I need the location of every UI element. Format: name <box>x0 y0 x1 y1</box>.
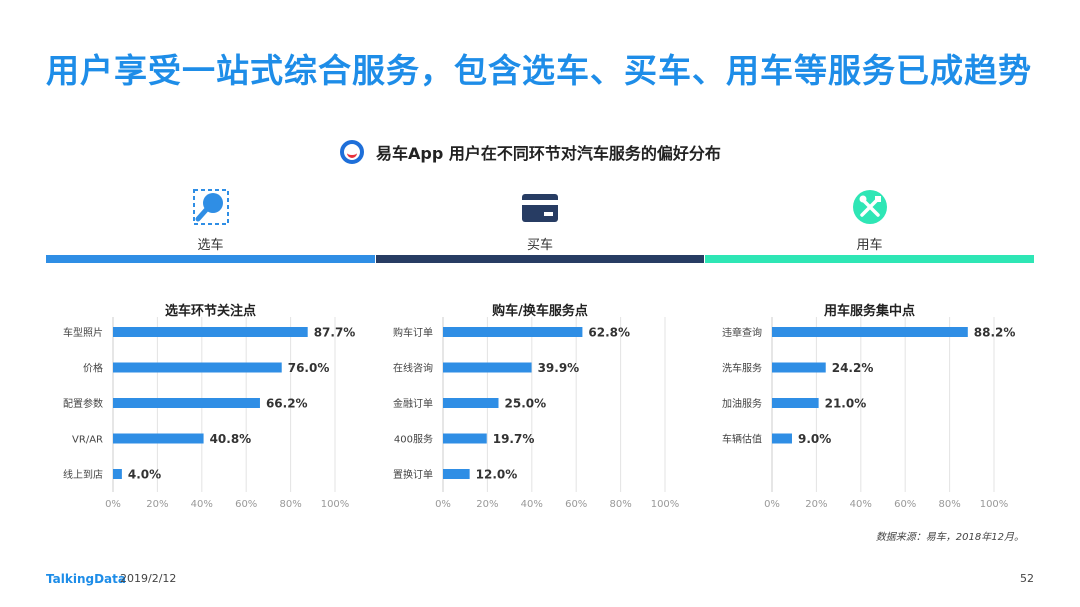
x-tick-label: 40% <box>191 499 213 510</box>
section-bar <box>46 255 375 263</box>
chart-plot: 0% 20% 40% 60% 80% 100% 车型照片 87.7% 价格 76.0% 配置参数 66… <box>63 317 356 510</box>
bar <box>772 398 819 408</box>
value-label: 62.8% <box>588 326 630 340</box>
section-buy-car: 买车 <box>376 182 704 267</box>
x-tick-label: 100% <box>980 499 1009 510</box>
bar <box>113 398 260 408</box>
category-label: 在线咨询 <box>393 362 433 375</box>
value-label: 19.7% <box>493 432 535 446</box>
category-label: 洗车服务 <box>722 362 762 375</box>
category-label: 配置参数 <box>63 397 103 410</box>
chart-title: 购车/换车服务点 <box>492 304 588 319</box>
value-label: 24.2% <box>832 361 874 375</box>
value-label: 21.0% <box>825 397 867 411</box>
bar <box>113 433 204 444</box>
bar <box>443 327 583 337</box>
value-label: 88.2% <box>974 326 1016 340</box>
chart-title: 选车环节关注点 <box>164 304 256 319</box>
category-label: 金融订单 <box>393 397 433 410</box>
yiche-logo-icon <box>340 140 364 164</box>
chart-select-car: 选车环节关注点 0% 20% 40% 60% 80% 100% 车型照片 87.7% 价格 76.… <box>46 292 375 522</box>
x-tick-label: 20% <box>476 499 498 510</box>
section-label: 选车 <box>197 238 224 253</box>
value-label: 40.8% <box>210 432 252 446</box>
bar <box>443 362 532 373</box>
x-tick-label: 100% <box>321 499 350 510</box>
value-label: 87.7% <box>314 326 356 340</box>
chart-title: 用车服务集中点 <box>823 304 915 319</box>
section-label: 用车 <box>856 238 883 253</box>
tools-icon <box>851 188 889 230</box>
chart-plot: 0% 20% 40% 60% 80% 100% 购车订单 62.8% 在线咨询 39.9% 金融订单… <box>393 317 680 510</box>
page-title: 用户享受一站式综合服务，包含选车、买车、用车等服务已成趋势 <box>46 51 1032 90</box>
card-icon <box>520 188 560 230</box>
x-tick-label: 60% <box>894 499 916 510</box>
value-label: 12.0% <box>476 468 518 482</box>
category-label: 400服务 <box>394 433 433 446</box>
value-label: 39.9% <box>538 361 580 375</box>
category-label: 车型照片 <box>63 326 103 339</box>
value-label: 25.0% <box>505 397 547 411</box>
category-label: 车辆估值 <box>722 433 762 446</box>
value-label: 4.0% <box>128 468 161 482</box>
x-tick-label: 0% <box>435 499 451 510</box>
x-tick-label: 100% <box>651 499 680 510</box>
x-tick-label: 20% <box>146 499 168 510</box>
chart-plot: 0% 20% 40% 60% 80% 100% 违章查询 88.2% 洗车服务 24.2% 加油服务… <box>722 317 1016 510</box>
section-label: 买车 <box>526 238 553 253</box>
bar <box>443 398 499 408</box>
page-number: 52 <box>1020 572 1034 585</box>
x-tick-label: 80% <box>938 499 960 510</box>
section-select-car: 选车 <box>46 182 375 267</box>
category-label: 购车订单 <box>393 326 433 339</box>
x-tick-label: 60% <box>565 499 587 510</box>
x-tick-label: 40% <box>850 499 872 510</box>
category-label: VR/AR <box>72 435 103 446</box>
category-label: 加油服务 <box>722 397 762 410</box>
x-tick-label: 80% <box>279 499 301 510</box>
x-tick-label: 80% <box>609 499 631 510</box>
category-label: 置换订单 <box>393 468 433 481</box>
bar <box>772 362 826 373</box>
bar <box>772 433 792 444</box>
chart-subtitle: 易车App 用户在不同环节对汽车服务的偏好分布 <box>340 140 721 164</box>
section-use-car: 用车 <box>705 182 1034 267</box>
bar <box>113 327 308 337</box>
value-label: 9.0% <box>798 432 831 446</box>
x-tick-label: 20% <box>805 499 827 510</box>
x-tick-label: 40% <box>521 499 543 510</box>
data-source-note: 数据来源：易车，2018年12月。 <box>875 532 1024 543</box>
bar <box>113 469 122 479</box>
search-icon <box>192 188 230 230</box>
footer-date: 2019/2/12 <box>120 572 177 585</box>
category-label: 线上到店 <box>63 468 103 481</box>
x-tick-label: 0% <box>105 499 121 510</box>
x-tick-label: 60% <box>235 499 257 510</box>
footer-brand-logo: TalkingData <box>46 572 126 586</box>
chart-use-car: 用车服务集中点 0% 20% 40% 60% 80% 100% 违章查询 88.2% 洗车服务 2… <box>705 292 1034 522</box>
bar <box>443 469 470 479</box>
section-bar <box>705 255 1034 263</box>
category-label: 价格 <box>83 362 103 375</box>
category-label: 违章查询 <box>722 326 762 339</box>
chart-buy-car: 购车/换车服务点 0% 20% 40% 60% 80% 100% 购车订单 62.8% 在线咨询… <box>376 292 704 522</box>
bar <box>443 433 487 444</box>
section-bar <box>376 255 704 263</box>
subtitle-text: 易车App 用户在不同环节对汽车服务的偏好分布 <box>376 144 721 163</box>
value-label: 76.0% <box>288 361 330 375</box>
x-tick-label: 0% <box>764 499 780 510</box>
bar <box>772 327 968 337</box>
value-label: 66.2% <box>266 397 308 411</box>
bar <box>113 362 282 373</box>
